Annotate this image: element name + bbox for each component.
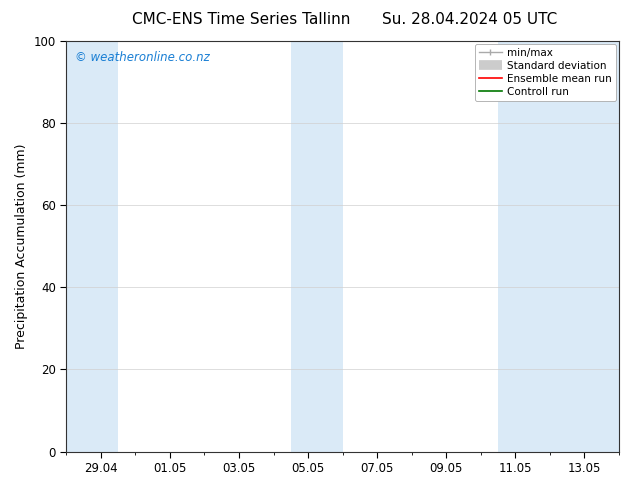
Text: © weatheronline.co.nz: © weatheronline.co.nz bbox=[75, 51, 209, 64]
Bar bbox=[66, 41, 118, 452]
Text: CMC-ENS Time Series Tallinn: CMC-ENS Time Series Tallinn bbox=[132, 12, 350, 27]
Y-axis label: Precipitation Accumulation (mm): Precipitation Accumulation (mm) bbox=[15, 144, 28, 349]
Bar bbox=[498, 41, 619, 452]
Text: Su. 28.04.2024 05 UTC: Su. 28.04.2024 05 UTC bbox=[382, 12, 557, 27]
Legend: min/max, Standard deviation, Ensemble mean run, Controll run: min/max, Standard deviation, Ensemble me… bbox=[475, 44, 616, 101]
Bar bbox=[291, 41, 342, 452]
